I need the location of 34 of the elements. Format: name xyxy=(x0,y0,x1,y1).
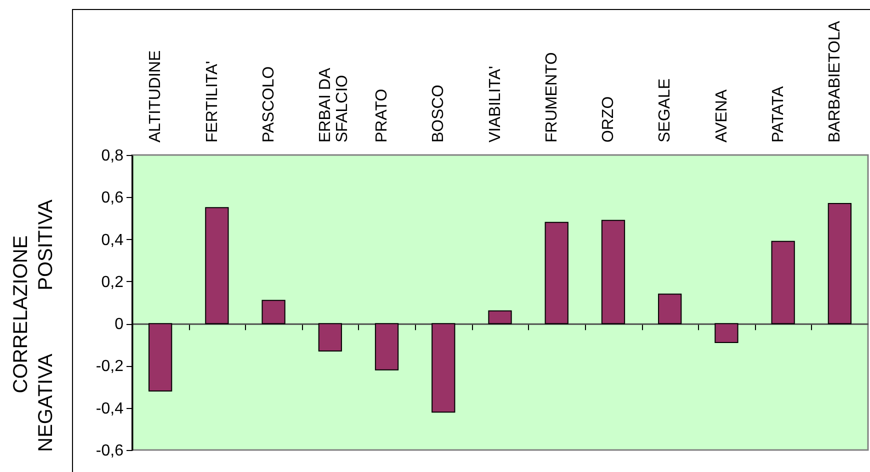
y-tick-label: 0 xyxy=(114,316,124,334)
bar xyxy=(374,323,399,370)
bar xyxy=(601,220,626,324)
bar xyxy=(488,310,512,324)
x-tick-label: SEGALE xyxy=(656,78,674,142)
x-tick-label: ALTITUDINE xyxy=(147,50,164,142)
y-tick-label: -0,2 xyxy=(96,358,124,376)
x-tick-label: PATATA xyxy=(770,86,787,142)
x-tick-label: PRATO xyxy=(374,88,391,142)
bar xyxy=(771,240,795,324)
bar xyxy=(544,222,568,324)
y-tick-label: 0,6 xyxy=(101,190,124,207)
y-tick-label: -0,6 xyxy=(96,442,124,460)
x-tick-label: BOSCO xyxy=(430,84,448,142)
bar xyxy=(148,323,172,392)
bar xyxy=(828,202,852,324)
y-tick-label: 0,4 xyxy=(101,232,124,249)
x-tick-label: FERTILITA' xyxy=(204,60,221,142)
x-tick-label: VIABILITA' xyxy=(486,66,504,142)
bar xyxy=(318,323,342,352)
x-tick-label: ERBAI DA SFALCIO xyxy=(316,67,351,142)
bar xyxy=(714,323,738,344)
y-tick-label: 0,8 xyxy=(101,148,124,164)
bar xyxy=(205,207,229,324)
x-tick-label: BARBABIETOLA xyxy=(826,20,844,142)
bar xyxy=(262,300,286,324)
x-tick-label: PASCOLO xyxy=(260,66,278,142)
bar xyxy=(658,294,682,324)
x-tick-label: AVENA xyxy=(713,89,730,142)
y-tick-label: 0,2 xyxy=(101,274,124,291)
x-tick-label: ORZO xyxy=(600,96,618,142)
y-tick-label: -0,4 xyxy=(96,400,124,418)
x-tick-label: FRUMENTO xyxy=(543,52,560,142)
bar xyxy=(432,323,456,413)
